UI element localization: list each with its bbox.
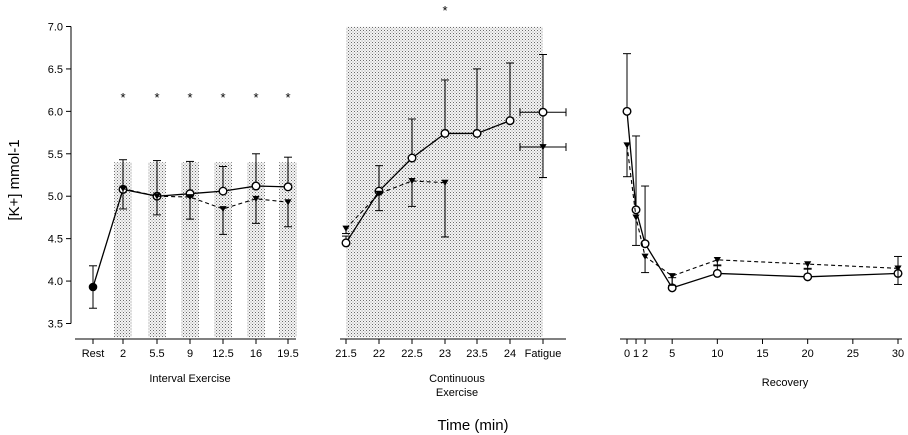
data-point-triangle [119, 185, 127, 192]
series-line [345, 120, 511, 244]
y-tick-label: 4.0 [48, 276, 63, 288]
data-point-triangle [219, 206, 227, 213]
x-tick-label: 23.5 [466, 348, 487, 360]
data-point-triangle [441, 179, 449, 186]
series-line [626, 145, 899, 277]
x-tick-label: 16 [250, 348, 262, 360]
data-point-triangle [713, 256, 721, 264]
data-point-circle [283, 182, 293, 192]
data-point-triangle [632, 214, 640, 221]
significance-mark: * [220, 90, 225, 105]
data-point-triangle [186, 194, 194, 201]
x-tick-label: Fatigue [525, 348, 562, 360]
y-tick-label: 7.0 [48, 22, 63, 34]
data-point-circle [631, 205, 641, 215]
data-point-triangle [623, 142, 631, 149]
data-point-circle [440, 128, 450, 138]
y-tick-label: 6.5 [48, 64, 63, 76]
significance-mark: * [120, 90, 125, 105]
interval-shade-bar [214, 162, 232, 338]
data-point-circle [88, 282, 98, 292]
data-point-circle [712, 268, 722, 278]
data-point-circle [622, 106, 632, 116]
x-tick-label: 2 [642, 348, 648, 360]
y-tick-label: 3.5 [48, 319, 63, 331]
data-point-circle [640, 239, 650, 249]
interval-shade-bar [247, 162, 265, 338]
x-tick-label: Rest [82, 348, 105, 360]
x-axis-label: Time (min) [437, 417, 508, 434]
series-line [345, 180, 446, 229]
x-tick-label: 24 [504, 348, 516, 360]
significance-mark: * [253, 90, 258, 105]
significance-mark: * [187, 90, 192, 105]
data-point-triangle [342, 225, 350, 232]
data-point-triangle [375, 190, 383, 197]
panel-label-continuous: Continuous [429, 373, 485, 385]
x-tick-label: 19.5 [277, 348, 298, 360]
x-tick-label: 25 [847, 348, 859, 360]
x-tick-label: 1 [633, 348, 639, 360]
x-tick-label: 9 [187, 348, 193, 360]
x-tick-label: 0 [624, 348, 630, 360]
x-tick-label: 12.5 [212, 348, 233, 360]
significance-mark: * [442, 3, 447, 18]
data-point-triangle [284, 199, 292, 206]
data-point-circle [251, 181, 261, 191]
data-point-circle [505, 116, 515, 126]
panel-label-interval: Interval Exercise [149, 373, 230, 385]
series-line [626, 111, 899, 289]
interval-shade-bar [148, 162, 166, 338]
data-point-triangle [408, 178, 416, 185]
y-tick-label: 5.0 [48, 191, 63, 203]
significance-mark: * [154, 90, 159, 105]
x-tick-label: 21.5 [335, 348, 356, 360]
data-point-triangle [252, 195, 260, 202]
data-point-triangle [539, 144, 547, 151]
x-tick-label: 30 [892, 348, 904, 360]
x-tick-label: 15 [756, 348, 768, 360]
y-tick-label: 4.5 [48, 234, 63, 246]
panel-label-continuous: Exercise [436, 387, 478, 399]
data-point-triangle [153, 193, 161, 200]
x-tick-label: 23 [439, 348, 451, 360]
data-point-circle [341, 238, 351, 248]
y-tick-label: 5.5 [48, 149, 63, 161]
x-tick-label: 5.5 [149, 348, 164, 360]
data-point-triangle [668, 273, 676, 280]
x-tick-label: 2 [120, 348, 126, 360]
x-tick-label: 22.5 [401, 348, 422, 360]
x-tick-label: 5 [669, 348, 675, 360]
data-point-triangle [804, 261, 812, 268]
data-point-circle [538, 107, 548, 117]
data-point-circle [218, 186, 228, 196]
x-tick-label: 20 [802, 348, 814, 360]
interval-shade-bar [181, 162, 199, 338]
y-axis-label: [K+] mmol-1 [6, 139, 23, 220]
data-point-circle [407, 153, 417, 163]
data-point-circle [803, 272, 813, 282]
significance-mark: * [285, 90, 290, 105]
x-tick-label: 10 [711, 348, 723, 360]
data-point-triangle [894, 265, 902, 272]
interval-shade-bar [279, 162, 297, 338]
data-point-triangle [641, 253, 649, 260]
series-line [122, 188, 289, 210]
x-tick-label: 22 [373, 348, 385, 360]
y-tick-label: 6.0 [48, 106, 63, 118]
data-point-circle [472, 128, 482, 138]
panel-label-recovery: Recovery [762, 377, 809, 389]
